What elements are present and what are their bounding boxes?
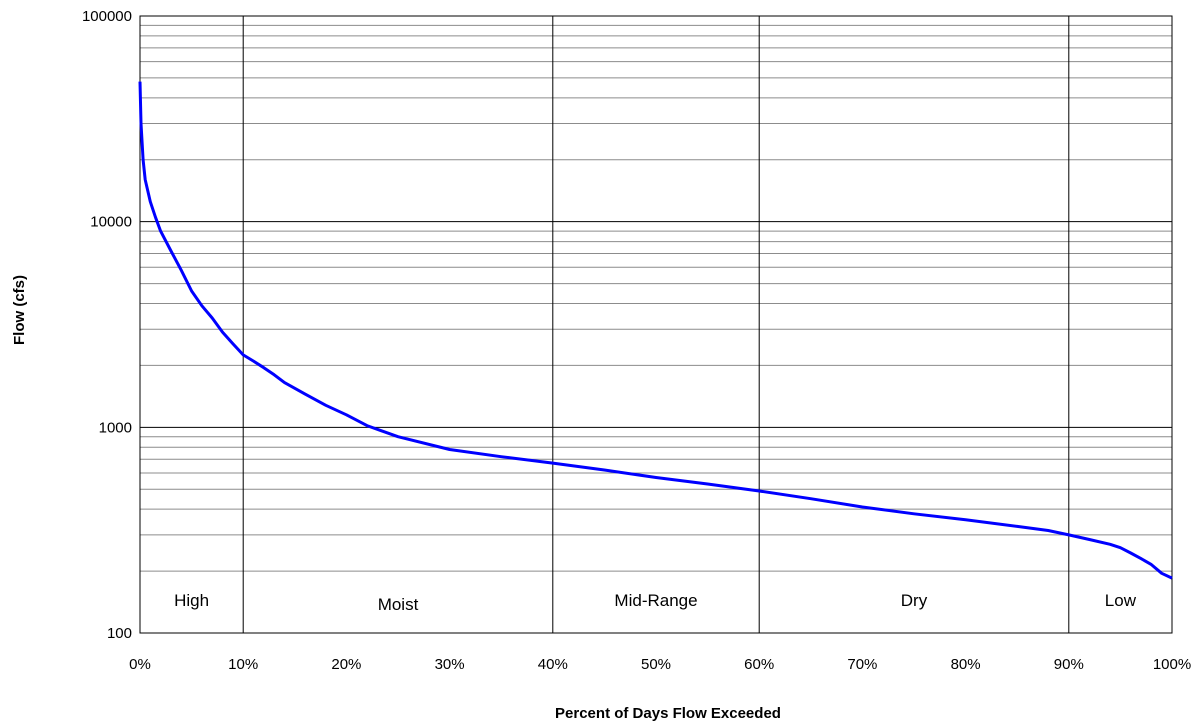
x-tick-label: 90%	[1054, 656, 1084, 673]
x-axis-label: Percent of Days Flow Exceeded	[555, 705, 781, 722]
x-tick-label: 70%	[847, 656, 877, 673]
x-tick-label: 40%	[538, 656, 568, 673]
y-axis-label: Flow (cfs)	[11, 275, 28, 345]
y-tick-label: 1000	[99, 419, 132, 436]
x-tick-label: 30%	[435, 656, 465, 673]
zone-label: Moist	[378, 595, 419, 614]
plot-area	[140, 16, 1172, 633]
zone-divider-lines	[242, 16, 1070, 633]
zone-label: Dry	[901, 591, 928, 610]
x-tick-label: 80%	[951, 656, 981, 673]
flow-duration-curve	[138, 81, 1173, 580]
x-axis-tick-labels: 0% 10% 20% 30% 40% 50% 60% 70% 80% 90% 100%	[129, 656, 1191, 673]
plot-border	[139, 15, 1173, 634]
x-tick-label: 20%	[331, 656, 361, 673]
x-tick-label: 50%	[641, 656, 671, 673]
zone-labels: High Moist Mid-Range Dry Low	[174, 591, 1137, 614]
y-tick-label: 100	[107, 625, 132, 642]
x-tick-label: 100%	[1153, 656, 1191, 673]
x-tick-label: 0%	[129, 656, 151, 673]
zone-label: Mid-Range	[614, 591, 697, 610]
minor-gridlines	[140, 24, 1172, 572]
zone-label: High	[174, 591, 209, 610]
x-tick-label: 10%	[228, 656, 258, 673]
x-tick-label: 60%	[744, 656, 774, 673]
y-tick-label: 10000	[90, 214, 132, 231]
zone-label: Low	[1105, 591, 1137, 610]
y-axis-tick-labels: 100 1000 10000 100000	[82, 8, 132, 642]
y-tick-label: 100000	[82, 8, 132, 25]
